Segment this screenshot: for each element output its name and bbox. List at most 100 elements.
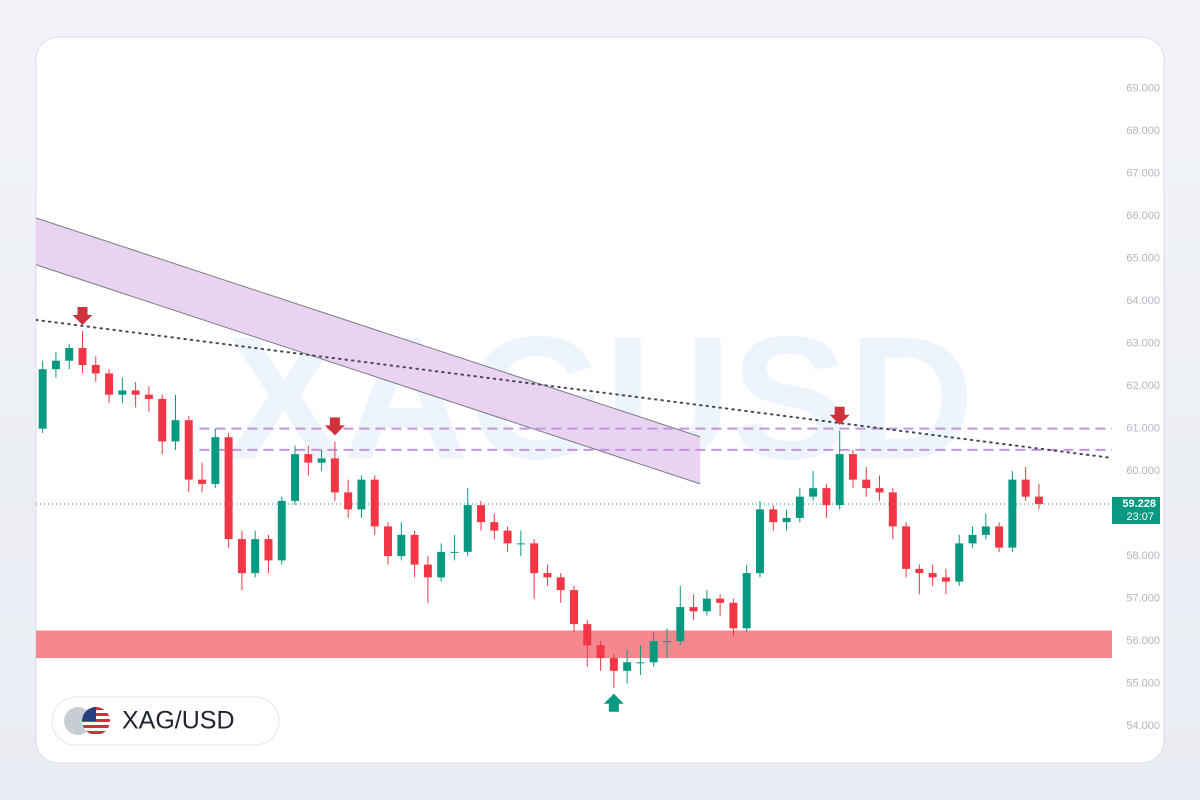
candle-body <box>264 539 273 561</box>
candle-body <box>118 390 127 395</box>
candle-body <box>423 564 432 578</box>
y-tick-label: 58.000 <box>1126 550 1160 562</box>
candle-body <box>583 624 592 646</box>
candle-body <box>1034 496 1043 504</box>
candle-body <box>742 573 751 629</box>
y-tick-label: 68.000 <box>1126 125 1160 137</box>
candle-body <box>941 577 950 582</box>
candle-body <box>344 492 353 510</box>
candle-body <box>848 454 857 480</box>
candle-body <box>516 543 525 545</box>
channel-band <box>36 217 701 484</box>
candle-body <box>676 607 685 642</box>
candle-body <box>862 479 871 489</box>
candle-body <box>158 398 167 442</box>
signal-arrow <box>829 406 850 425</box>
candle-body <box>51 360 60 370</box>
y-tick-label: 57.000 <box>1126 593 1160 605</box>
y-tick-label: 60.000 <box>1126 465 1160 477</box>
candle-body <box>596 645 605 659</box>
last-price-label: 59.228 <box>1122 498 1156 510</box>
y-tick-label: 54.000 <box>1126 720 1160 732</box>
candle-body <box>65 347 74 361</box>
candle-body <box>609 658 618 671</box>
candle-body <box>769 509 778 523</box>
candle-body <box>955 543 964 582</box>
candle-body <box>689 607 698 612</box>
candle-body <box>928 573 937 578</box>
candle-body <box>38 369 47 429</box>
candle-body <box>649 641 658 663</box>
candle-body <box>184 420 193 480</box>
y-tick-label: 66.000 <box>1126 210 1160 222</box>
candle-body <box>105 373 114 395</box>
candle-body <box>729 602 738 629</box>
candle-body <box>463 505 472 552</box>
y-tick-label: 62.000 <box>1126 380 1160 392</box>
y-tick-label: 61.000 <box>1126 423 1160 435</box>
candle-body <box>370 479 379 527</box>
candle-body <box>237 539 246 574</box>
signal-arrow <box>603 693 624 712</box>
channel-line <box>36 217 701 438</box>
y-tick-label: 63.000 <box>1126 338 1160 350</box>
candle-body <box>1008 479 1017 548</box>
symbol: XAG/USD <box>122 707 235 735</box>
candle-body <box>131 390 140 395</box>
candle-body <box>875 488 884 493</box>
candle-body <box>477 505 485 523</box>
countdown-label: 23:07 <box>1126 511 1154 523</box>
candle-body <box>968 534 977 544</box>
candle-body <box>211 437 220 484</box>
symbol-badge: XAG/USD <box>51 696 280 746</box>
signal-arrow <box>72 306 93 325</box>
candle-body <box>78 347 87 365</box>
candle-body <box>543 573 552 578</box>
badge-bg <box>51 696 280 746</box>
candle-body <box>636 662 645 664</box>
candle-body <box>995 526 1004 548</box>
candle-body <box>503 530 512 544</box>
signal-arrow <box>324 417 345 436</box>
support-zone <box>36 630 1112 659</box>
candle-body <box>663 641 671 643</box>
card <box>35 36 1165 764</box>
channel-line <box>36 264 701 485</box>
candle-body <box>410 534 419 565</box>
candle-body <box>317 458 326 463</box>
candle-body <box>795 496 804 518</box>
candle-body <box>530 543 539 574</box>
candle-body <box>570 590 578 625</box>
y-tick-label: 56.000 <box>1126 635 1160 647</box>
candle-body <box>330 458 339 493</box>
candle-body <box>1021 479 1030 497</box>
us-flag <box>82 707 110 735</box>
candle-body <box>716 598 725 603</box>
candle-body <box>556 577 565 591</box>
y-tick-label: 65.000 <box>1126 253 1160 265</box>
y-tick-label: 64.000 <box>1126 295 1160 307</box>
candle-body <box>782 517 791 523</box>
y-tick-label: 67.000 <box>1126 168 1160 180</box>
candle-body <box>981 526 990 535</box>
candle-body <box>809 488 818 497</box>
candle-body <box>437 551 446 578</box>
candle-body <box>902 526 911 569</box>
candle-body <box>822 488 831 506</box>
candle-body <box>277 500 286 561</box>
candle-body <box>835 454 844 506</box>
candle-body <box>623 662 632 671</box>
candle-body <box>490 522 499 531</box>
candle-body <box>702 598 711 612</box>
candle-body <box>888 492 897 527</box>
candle-body <box>91 364 100 374</box>
candle-body <box>755 509 764 574</box>
y-tick-label: 69.000 <box>1126 83 1160 95</box>
trend-line <box>36 318 1112 459</box>
candle-body <box>251 539 260 574</box>
last-price-box <box>1112 496 1160 524</box>
candle-body <box>304 454 313 463</box>
candle-body <box>198 479 207 484</box>
